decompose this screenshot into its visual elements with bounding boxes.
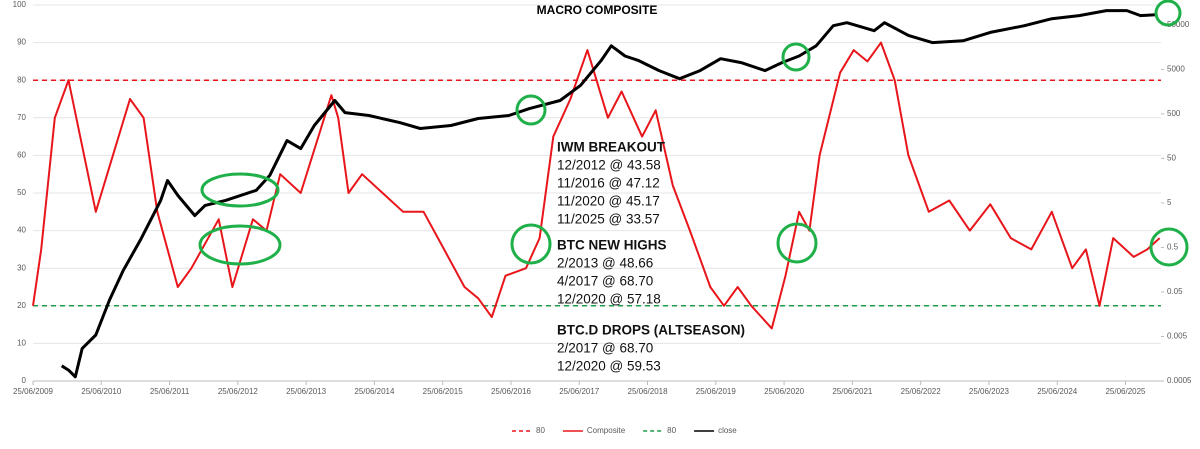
y-tick-label: 100 xyxy=(13,0,27,9)
x-tick-label: 25/06/2009 xyxy=(13,387,54,396)
highlight-circle xyxy=(1154,0,1182,27)
chart-title: MACRO COMPOSITE xyxy=(537,3,658,17)
x-tick-label: 25/06/2010 xyxy=(81,387,122,396)
annotation-line: 12/2020 @ 59.53 xyxy=(557,359,661,374)
highlight-circle xyxy=(781,42,811,72)
annotation-line: 12/2020 @ 57.18 xyxy=(557,292,661,307)
x-tick-label: 25/06/2023 xyxy=(969,387,1010,396)
legend-label: 80 xyxy=(536,426,545,435)
x-tick-label: 25/06/2021 xyxy=(832,387,873,396)
annotation-heading: BTC NEW HIGHS xyxy=(557,238,667,253)
y-tick-label: 0 xyxy=(22,376,27,385)
x-tick-label: 25/06/2012 xyxy=(218,387,259,396)
y-tick-label: 50 xyxy=(17,188,26,197)
x-tick-label: 25/06/2024 xyxy=(1037,387,1078,396)
y-tick-label: 10 xyxy=(17,339,26,348)
annotation-heading: BTC.D DROPS (ALTSEASON) xyxy=(557,323,745,338)
x-tick-label: 25/06/2015 xyxy=(423,387,464,396)
highlight-circle xyxy=(1149,227,1189,267)
x-tick-label: 25/06/2014 xyxy=(354,387,395,396)
highlight-ellipse xyxy=(200,172,280,208)
y2-tick-label: 0.0005 xyxy=(1167,376,1192,385)
annotation-line: 2/2017 @ 68.70 xyxy=(557,341,653,356)
x-tick-label: 25/06/2018 xyxy=(628,387,669,396)
x-tick-label: 25/06/2025 xyxy=(1105,387,1146,396)
x-tick-label: 25/06/2020 xyxy=(764,387,805,396)
y2-tick-label: 500 xyxy=(1167,109,1181,118)
y-tick-label: 70 xyxy=(17,113,26,122)
x-tick-label: 25/06/2017 xyxy=(559,387,600,396)
y-tick-label: 30 xyxy=(17,263,26,272)
x-tick-label: 25/06/2019 xyxy=(696,387,737,396)
y-tick-label: 20 xyxy=(17,301,26,310)
highlights xyxy=(198,0,1189,267)
x-tick-label: 25/06/2011 xyxy=(150,387,190,396)
annotation-line: 4/2017 @ 68.70 xyxy=(557,274,653,289)
annotation-line: 11/2025 @ 33.57 xyxy=(557,212,660,227)
legend-label: 80 xyxy=(667,426,676,435)
legend-label: Composite xyxy=(587,426,626,435)
y2-tick-label: 0.005 xyxy=(1167,332,1188,341)
annotation-line: 11/2016 @ 47.12 xyxy=(557,176,660,191)
highlight-ellipse xyxy=(198,224,282,266)
highlight-circle xyxy=(510,223,552,265)
y-tick-label: 40 xyxy=(17,226,26,235)
y2-tick-label: 5000 xyxy=(1167,65,1185,74)
y2-tick-label: 50 xyxy=(1167,154,1176,163)
plot-area: 0 10 20 30 40 50 60 70 80 90 100 0.0005 0.005 0.05 0.5… xyxy=(13,0,1192,396)
y2-tick-label: 0.05 xyxy=(1167,287,1183,296)
y2-tick-label: 50000 xyxy=(1167,20,1190,29)
highlight-circle xyxy=(776,222,818,264)
annotation-line: 12/2012 @ 43.58 xyxy=(557,158,661,173)
annotation-heading: IWM BREAKOUT xyxy=(557,140,666,155)
y2-tick-label: 0.5 xyxy=(1167,243,1179,252)
x-tick-label: 25/06/2013 xyxy=(286,387,327,396)
y-tick-label: 90 xyxy=(17,38,26,47)
x-tick-label: 25/06/2022 xyxy=(901,387,942,396)
y-tick-label: 80 xyxy=(17,75,26,84)
y-tick-label: 60 xyxy=(17,151,26,160)
annotation-line: 11/2020 @ 45.17 xyxy=(557,194,660,209)
highlight-circle xyxy=(515,94,547,126)
series-line xyxy=(60,9,1158,379)
legend-label: close xyxy=(718,426,737,435)
series-line xyxy=(32,41,1161,330)
x-tick-label: 25/06/2016 xyxy=(491,387,532,396)
y2-tick-label: 5 xyxy=(1167,198,1172,207)
annotation-line: 2/2013 @ 48.66 xyxy=(557,256,653,271)
